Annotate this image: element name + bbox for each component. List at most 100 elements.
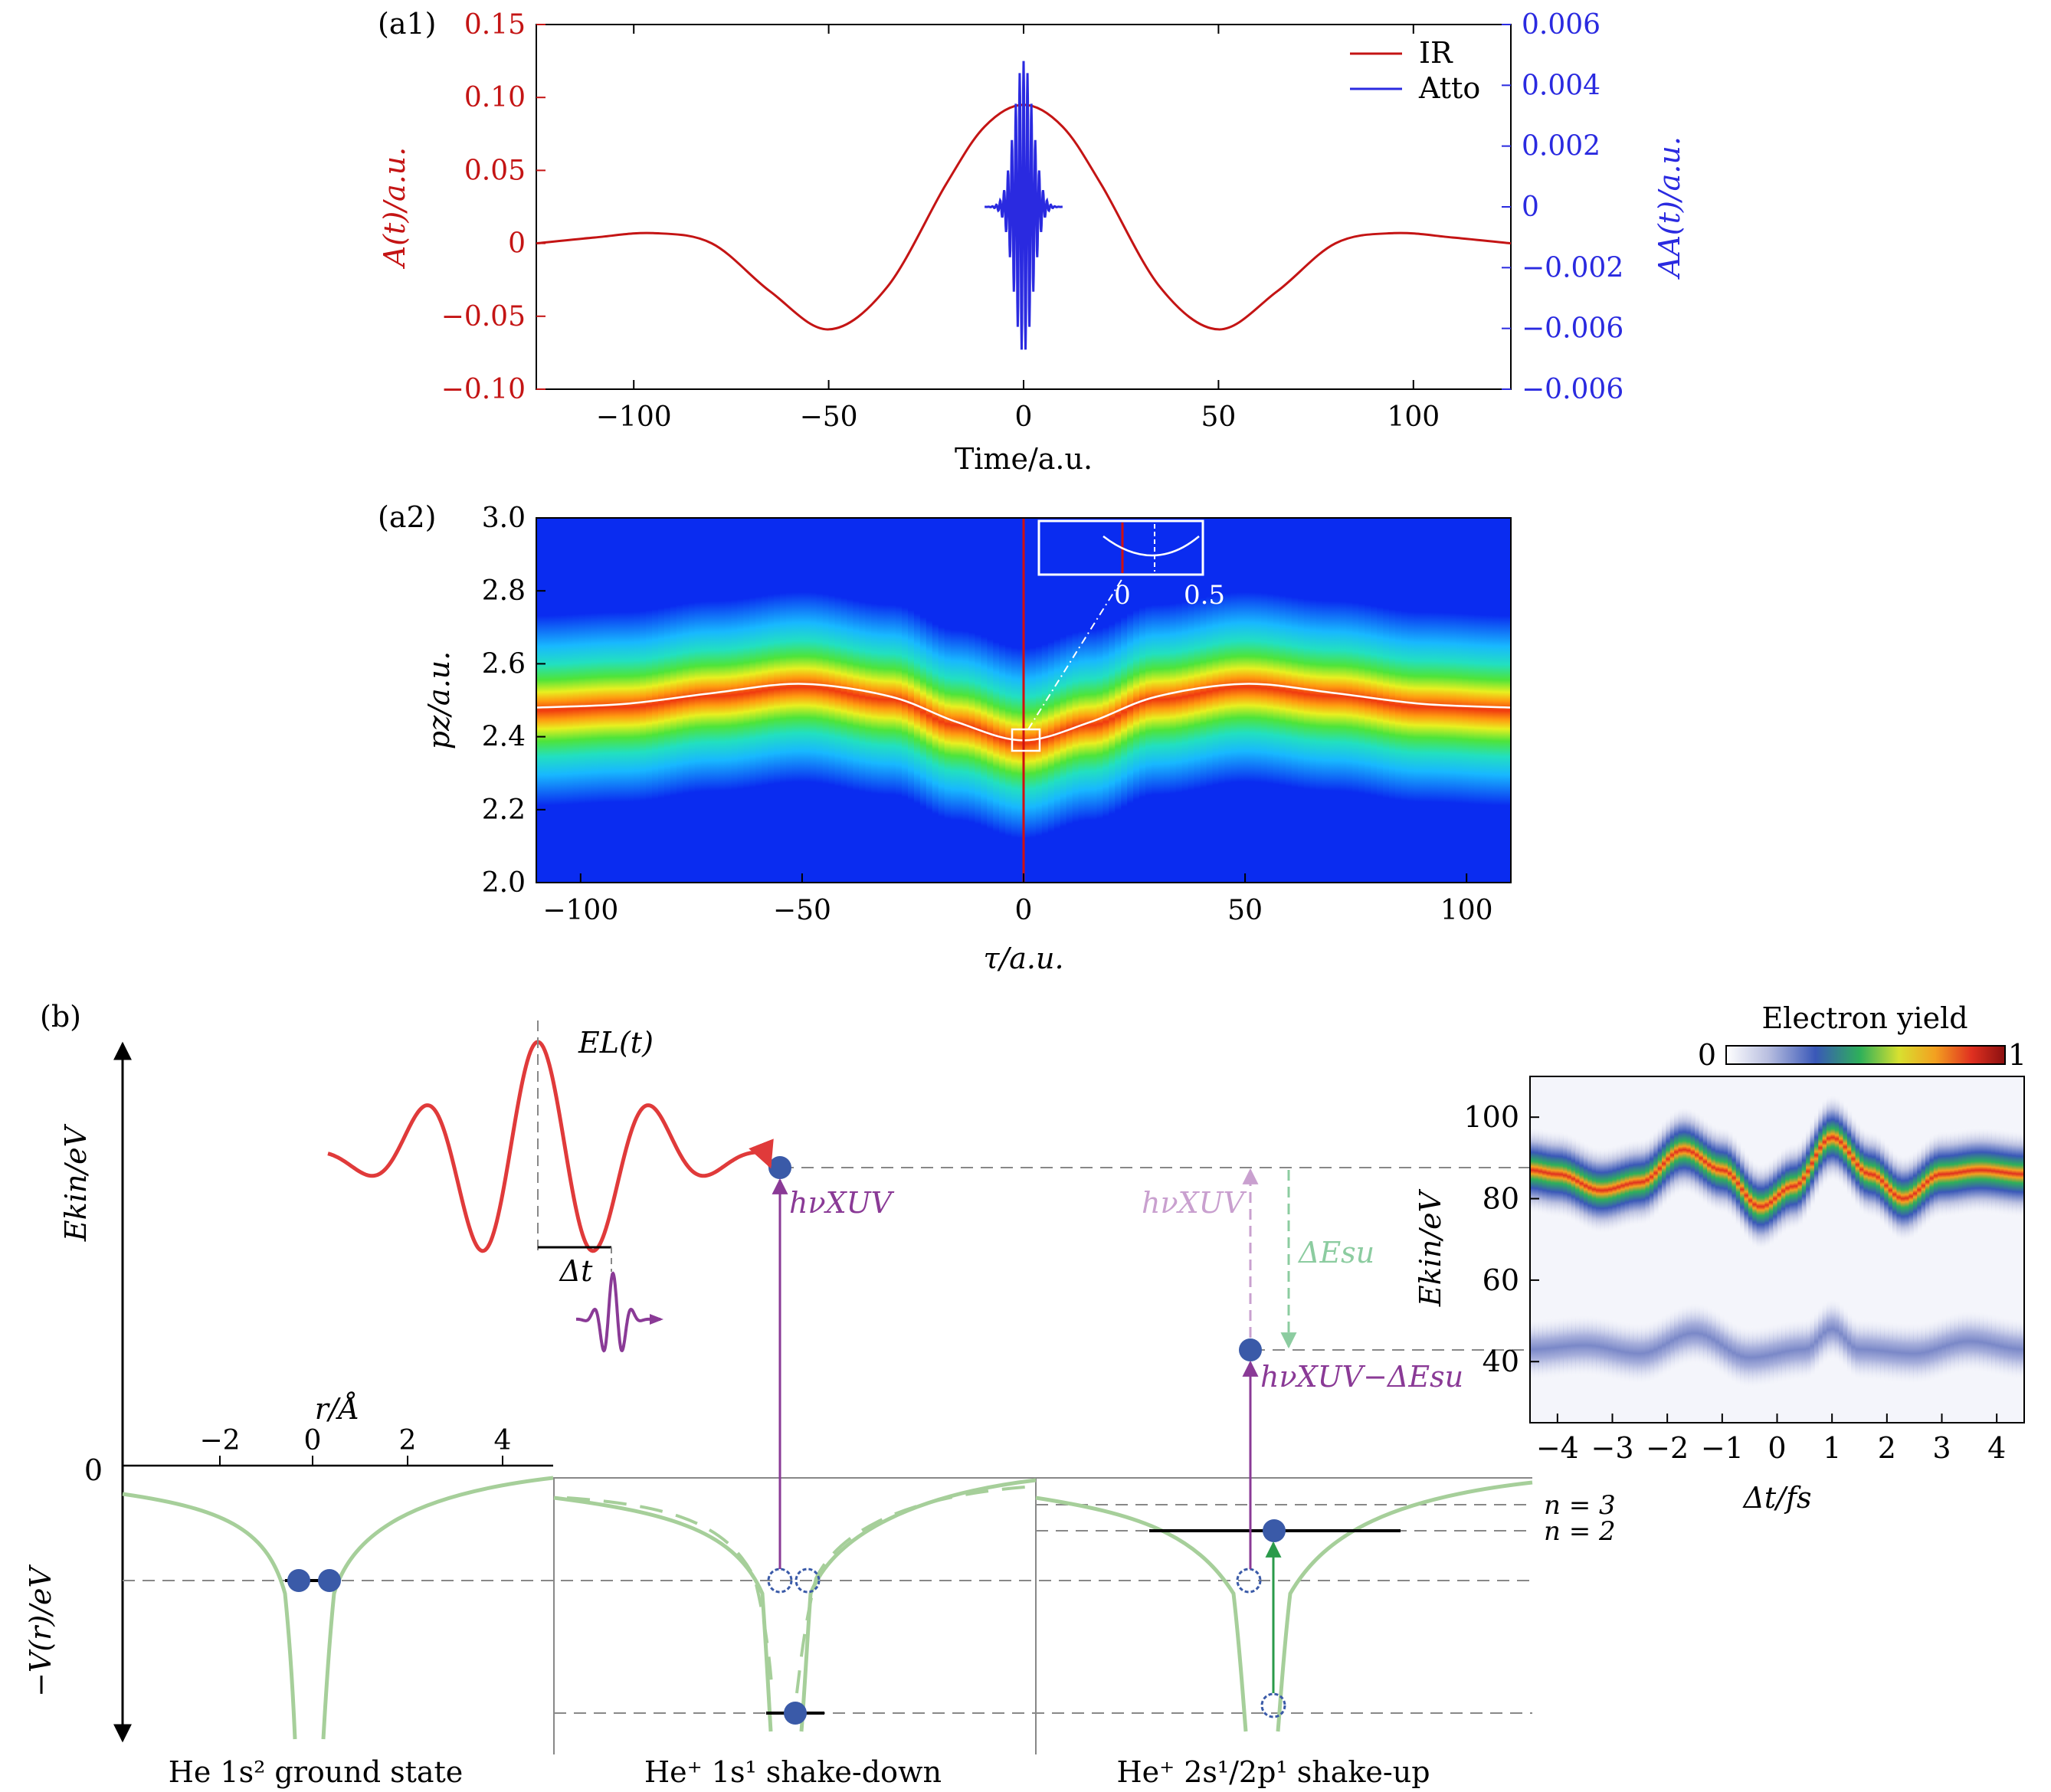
- x-tick-label: 100: [1440, 895, 1493, 926]
- electron-hole-shakeup-lower: [1260, 1692, 1286, 1718]
- x-tick-label: −2: [1646, 1431, 1689, 1465]
- zero-label: 0: [84, 1453, 103, 1487]
- heatmap-strip: [1801, 1133, 1807, 1224]
- heatmap-strip: [1629, 1320, 1634, 1386]
- r-tick-label: 4: [494, 1425, 512, 1456]
- zoom-box: [1011, 728, 1041, 752]
- heatmap-strip: [1818, 1102, 1823, 1193]
- heatmap-strip: [1999, 1313, 2005, 1379]
- heatmap-strip: [1789, 1318, 1794, 1384]
- heatmap-strip: [682, 542, 690, 849]
- heatmap-strip: [1175, 541, 1183, 848]
- colorbar-title: Electron yield: [1761, 1001, 1967, 1035]
- r-ticks: −2 0 2 4: [199, 1425, 511, 1466]
- heatmap-strip: [1867, 1317, 1873, 1383]
- hv-minus-de-label: hνXUV−ΔEsu: [1260, 1360, 1463, 1394]
- heatmap-strip: [1851, 1314, 1856, 1380]
- heatmap-strip: [694, 540, 702, 847]
- heatmap-strip: [1732, 1320, 1737, 1386]
- heatmap-strip: [1600, 1145, 1605, 1236]
- heatmap-strip: [975, 572, 982, 880]
- heatmap-strip: [1682, 1302, 1688, 1368]
- heatmap-strip: [1690, 1107, 1696, 1197]
- heatmap-strip: [1608, 1145, 1614, 1235]
- y-tick-label-right: 0.006: [1522, 9, 1601, 41]
- heatmap-strip: [2007, 1128, 2013, 1218]
- y-tick-label: 80: [1483, 1182, 1519, 1216]
- heatmap-strip: [1991, 1125, 1997, 1216]
- zoom-connector: [1027, 578, 1123, 730]
- x-tick-label: −100: [542, 895, 618, 926]
- heatmap-strip: [1315, 539, 1323, 846]
- heatmap-strip: [1358, 542, 1366, 849]
- heatmap-strip: [1777, 1149, 1782, 1240]
- heatmap-strip: [1212, 533, 1220, 840]
- heatmap-strip: [1855, 1316, 1860, 1382]
- heatmap-strip: [1682, 1105, 1688, 1195]
- heatmap-strip: [1596, 1313, 1601, 1379]
- heatmap-strip: [1834, 1094, 1840, 1184]
- heatmap-strip: [1206, 535, 1214, 842]
- heatmap-strip: [1600, 1314, 1605, 1380]
- hv-xuv-label: hνXUV: [789, 1186, 895, 1220]
- heatmap-strip: [1905, 1320, 1910, 1386]
- heatmap-strip: [1761, 1323, 1766, 1390]
- heatmap-strip: [1752, 1159, 1758, 1250]
- heatmap-strip: [1072, 571, 1080, 878]
- heatmap-strip: [1699, 1113, 1704, 1204]
- x-axis-label-inset: Δt/fs: [1741, 1481, 1811, 1515]
- heatmap-strip: [1567, 1132, 1572, 1222]
- heatmap-strip: [877, 542, 885, 850]
- heatmap-strip: [1867, 1129, 1873, 1220]
- heatmap-strip: [1641, 1320, 1646, 1386]
- chart-a1: −100 −50 0 50 100 −0.10 −0.05 0 0.05 0.10 0.15 −0…: [378, 9, 1686, 476]
- heatmap-strip: [1723, 1315, 1728, 1381]
- heatmap-strip: [1604, 1145, 1610, 1235]
- y-tick-label: 2.2: [482, 794, 526, 826]
- heatmap-strip: [1740, 1323, 1745, 1389]
- colorbar: [1725, 1045, 2006, 1065]
- x-tick-label: −50: [773, 895, 831, 926]
- x-tick-label: 2: [1878, 1431, 1896, 1465]
- delta-t-label: Δt: [559, 1254, 593, 1288]
- heatmap-strip: [1987, 1311, 1992, 1377]
- y-axis-label-a2: pz/a.u.: [422, 651, 456, 749]
- heatmap-strip: [1761, 1161, 1766, 1252]
- electron-ground-1: [287, 1569, 310, 1592]
- heatmap-strip: [1843, 1102, 1848, 1192]
- heatmap-strip: [1686, 1301, 1692, 1367]
- heatmap-strip: [1620, 1141, 1626, 1231]
- heatmap-strip: [1542, 1127, 1548, 1217]
- heatmap-strip: [1678, 1105, 1683, 1195]
- heatmap-strip: [1950, 1129, 1955, 1219]
- heatmap-strip: [1563, 1313, 1568, 1380]
- heatmap-strip: [1740, 1145, 1745, 1235]
- r-tick-label: 0: [304, 1425, 322, 1456]
- heatmap-strip: [828, 533, 836, 840]
- panel-label-a2: (a2): [378, 500, 436, 534]
- y-tick-label-right: 0: [1522, 192, 1539, 223]
- heatmap-strip: [1748, 1155, 1754, 1246]
- photoelectron-low: [1239, 1338, 1262, 1361]
- heatmap-strip: [1921, 1141, 1926, 1231]
- heatmap-strip: [1699, 1301, 1704, 1367]
- heatmap-strip: [1612, 1317, 1617, 1383]
- potential-well-neutral-dashed: [566, 1485, 1037, 1694]
- heatmap-strip: [1571, 1134, 1577, 1224]
- heatmap-strip: [1115, 559, 1122, 866]
- heatmap-strip: [1822, 1097, 1827, 1188]
- photoelectron-high: [768, 1156, 791, 1179]
- heatmap-strip: [1645, 1135, 1650, 1225]
- heatmap-strip: [1587, 1312, 1593, 1378]
- heatmap-strip: [1752, 1325, 1758, 1391]
- heatmap-strip: [1555, 1315, 1560, 1381]
- heatmap-strip: [962, 569, 970, 876]
- heatmap-strip: [1888, 1145, 1893, 1236]
- heatmap-strip: [1662, 1119, 1667, 1209]
- heatmap-strip: [1843, 1306, 1848, 1371]
- heatmap-strip: [1157, 543, 1165, 850]
- heatmap-strip: [1090, 568, 1098, 876]
- heatmap-strip: [2007, 1315, 2013, 1381]
- heatmap-strip: [1876, 1132, 1881, 1223]
- caption-shakedown: He⁺ 1s¹ shake-down: [644, 1755, 942, 1789]
